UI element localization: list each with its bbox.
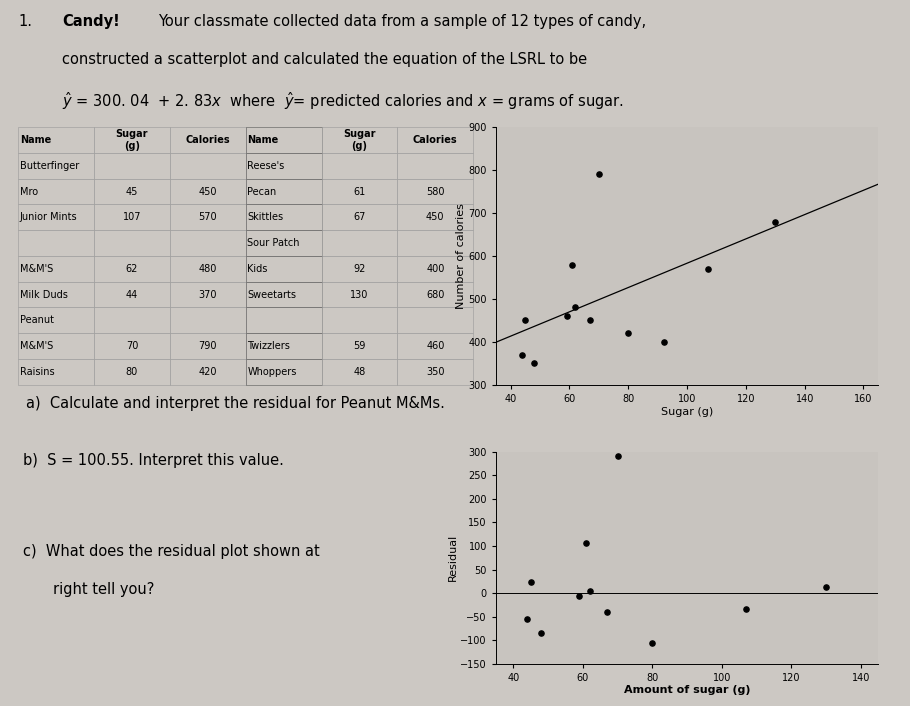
Point: [565, 259, 580, 270]
Point: [582, 585, 597, 597]
Text: Your classmate collected data from a sample of 12 types of candy,: Your classmate collected data from a sam…: [158, 14, 646, 29]
Point: [600, 606, 614, 617]
Point: [527, 358, 541, 369]
Point: [592, 169, 606, 180]
Point: [819, 582, 834, 593]
Y-axis label: Number of calories: Number of calories: [456, 203, 466, 309]
Point: [579, 537, 593, 548]
Point: [611, 450, 625, 461]
Text: right tell you?: right tell you?: [53, 582, 155, 597]
Point: [568, 301, 582, 313]
Y-axis label: Residual: Residual: [448, 534, 458, 581]
Point: [582, 315, 597, 326]
Point: [701, 263, 715, 275]
Text: a)  Calculate and interpret the residual for Peanut M&Ms.: a) Calculate and interpret the residual …: [26, 396, 445, 411]
Text: 1.: 1.: [18, 14, 32, 29]
Point: [739, 603, 753, 614]
Point: [687, 663, 702, 674]
Point: [534, 628, 549, 639]
Text: c)  What does the residual plot shown at: c) What does the residual plot shown at: [23, 544, 319, 559]
Text: constructed a scatterplot and calculated the equation of the LSRL to be: constructed a scatterplot and calculated…: [62, 52, 587, 67]
X-axis label: Amount of sugar (g): Amount of sugar (g): [623, 686, 751, 695]
X-axis label: Sugar (g): Sugar (g): [661, 407, 713, 417]
Point: [572, 591, 587, 602]
Point: [645, 638, 660, 649]
Point: [768, 216, 783, 227]
Point: [656, 336, 671, 347]
Point: [518, 315, 532, 326]
Text: $\hat{y}$ = 300. 04  + 2. 83$x$  where  $\hat{y}$= predicted calories and $x$ = : $\hat{y}$ = 300. 04 + 2. 83$x$ where $\h…: [62, 90, 624, 112]
Text: b)  S = 100.55. Interpret this value.: b) S = 100.55. Interpret this value.: [23, 453, 283, 467]
Text: Candy!: Candy!: [62, 14, 120, 29]
Point: [515, 349, 530, 360]
Point: [560, 311, 574, 322]
Point: [621, 328, 635, 339]
Point: [523, 577, 538, 588]
Point: [520, 613, 534, 624]
